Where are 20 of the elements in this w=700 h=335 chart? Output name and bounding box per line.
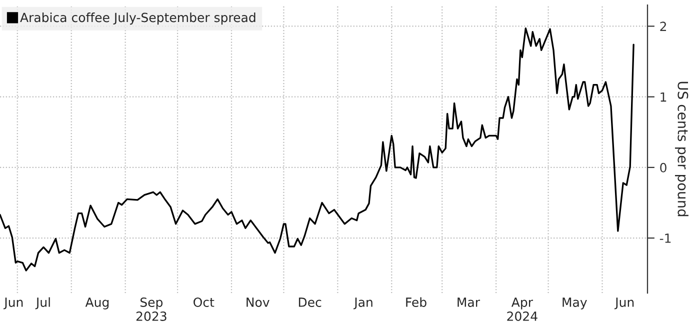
x-tick-label: Sep 2023: [136, 298, 166, 321]
line-series: [0, 27, 634, 272]
x-tick-label: Nov: [246, 298, 270, 307]
x-tick-label: Oct: [194, 298, 214, 307]
x-tick-label: Dec: [298, 298, 322, 307]
y-tick-label: -1: [660, 234, 671, 243]
x-tick-label: Jun: [614, 298, 634, 310]
x-tick-label: Jul: [35, 297, 50, 310]
legend-label: Arabica coffee July-September spread: [20, 12, 256, 25]
y-tick-label: 2: [660, 22, 666, 31]
x-tick-label: May: [562, 298, 587, 310]
y-tick-label: 1: [660, 92, 666, 102]
x-tick-label: Jun: [4, 298, 23, 310]
y-tick-label: 0: [660, 162, 666, 172]
x-tick-label: Apr 2024: [507, 298, 538, 321]
x-tick-label: Mar: [458, 298, 480, 307]
y-axis-title: US cents per pound: [674, 82, 688, 216]
x-tick-label: Jan: [354, 298, 372, 310]
x-tick-label: Feb: [406, 297, 426, 307]
x-tick-label: Aug: [85, 298, 109, 310]
